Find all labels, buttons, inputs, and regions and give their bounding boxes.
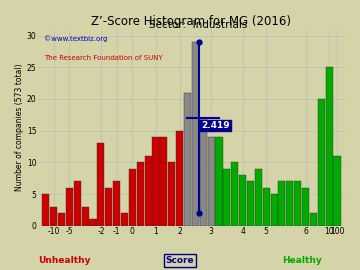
Bar xyxy=(325,67,333,226)
Bar xyxy=(278,181,285,226)
Text: The Research Foundation of SUNY: The Research Foundation of SUNY xyxy=(44,55,163,61)
Bar xyxy=(129,169,136,226)
Bar xyxy=(263,188,270,226)
Bar xyxy=(105,188,112,226)
Bar xyxy=(137,162,144,226)
Bar xyxy=(152,137,159,226)
Bar xyxy=(42,194,49,226)
Text: Score: Score xyxy=(166,256,194,265)
Bar xyxy=(121,213,128,226)
Bar xyxy=(270,194,278,226)
Text: Unhealthy: Unhealthy xyxy=(39,256,91,265)
Bar xyxy=(74,181,81,226)
Bar xyxy=(255,169,262,226)
Bar xyxy=(97,143,104,226)
Bar xyxy=(66,188,73,226)
Bar xyxy=(286,181,293,226)
Bar xyxy=(231,162,238,226)
Bar xyxy=(310,213,317,226)
Bar xyxy=(50,207,57,226)
Bar xyxy=(302,188,309,226)
Bar xyxy=(318,99,325,226)
Bar xyxy=(176,131,183,226)
Bar xyxy=(239,175,246,226)
Bar xyxy=(145,156,152,226)
Bar xyxy=(160,137,167,226)
Bar xyxy=(333,156,341,226)
Bar xyxy=(208,137,215,226)
Bar xyxy=(192,42,199,226)
Bar xyxy=(215,137,222,226)
Bar xyxy=(184,93,191,226)
Y-axis label: Number of companies (573 total): Number of companies (573 total) xyxy=(15,64,24,191)
Text: Healthy: Healthy xyxy=(283,256,322,265)
Bar xyxy=(247,181,254,226)
Bar xyxy=(294,181,301,226)
Bar xyxy=(90,219,96,226)
Title: Z’-Score Histogram for MG (2016): Z’-Score Histogram for MG (2016) xyxy=(91,15,291,28)
Bar xyxy=(223,169,230,226)
Bar xyxy=(113,181,120,226)
Bar xyxy=(200,118,207,226)
Bar xyxy=(58,213,65,226)
Bar xyxy=(168,162,175,226)
Bar xyxy=(82,207,89,226)
Text: Sector:  Industrials: Sector: Industrials xyxy=(149,20,247,30)
Text: 2.419: 2.419 xyxy=(201,121,229,130)
Text: ©www.textbiz.org: ©www.textbiz.org xyxy=(44,35,107,42)
